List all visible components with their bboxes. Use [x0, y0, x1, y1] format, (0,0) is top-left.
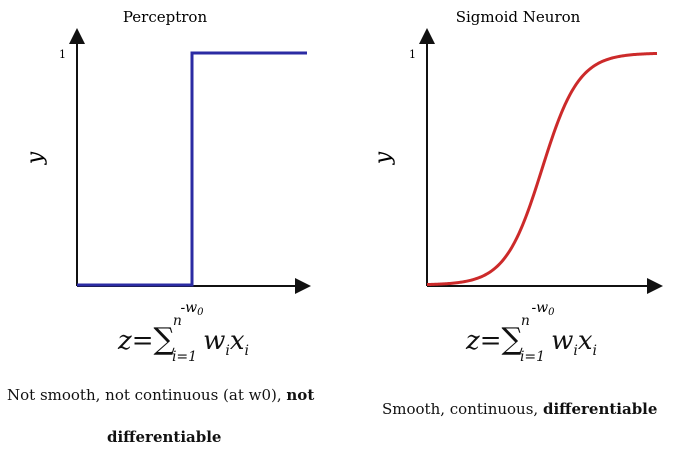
sigmoid-caption-bold: differentiable: [542, 400, 658, 418]
perceptron-caption-bold: not: [286, 386, 315, 404]
sigmoid-curve: [426, 51, 658, 287]
perceptron-x-tick-w0: -w0: [180, 300, 204, 318]
perceptron-caption-text: Not smooth, not continuous (at w0),: [7, 386, 287, 404]
perceptron-formula: z=∑ni=1wixi: [118, 313, 249, 366]
perceptron-step-line: [77, 51, 307, 287]
sigmoid-caption: Smooth, continuous, differentiable: [382, 388, 692, 430]
perceptron-y-label: y: [23, 151, 48, 165]
perceptron-plot: Perceptron y 1 -w0: [23, 8, 311, 318]
sigmoid-y-tick-1: 1: [409, 48, 416, 61]
perceptron-panel: Perceptron y 1 -w0 z=∑ni=1wixi Not smoot…: [0, 0, 350, 455]
sigmoid-y-label: y: [371, 151, 396, 165]
perceptron-y-tick-1: 1: [59, 48, 66, 61]
perceptron-caption: Not smooth, not continuous (at w0), not …: [7, 374, 347, 458]
sigmoid-title: Sigmoid Neuron: [456, 8, 581, 26]
sigmoid-panel: Sigmoid Neuron y 1 -w0 z=∑ni=1wixi Smoot…: [350, 0, 700, 455]
sigmoid-x-tick-w0: -w0: [531, 300, 555, 318]
perceptron-title: Perceptron: [123, 8, 208, 26]
perceptron-caption-bold-2: differentiable: [107, 428, 222, 446]
sigmoid-formula: z=∑ni=1wixi: [466, 313, 597, 366]
sigmoid-caption-text: Smooth, continuous,: [382, 400, 543, 418]
sigmoid-plot: Sigmoid Neuron y 1 -w0: [371, 8, 663, 318]
